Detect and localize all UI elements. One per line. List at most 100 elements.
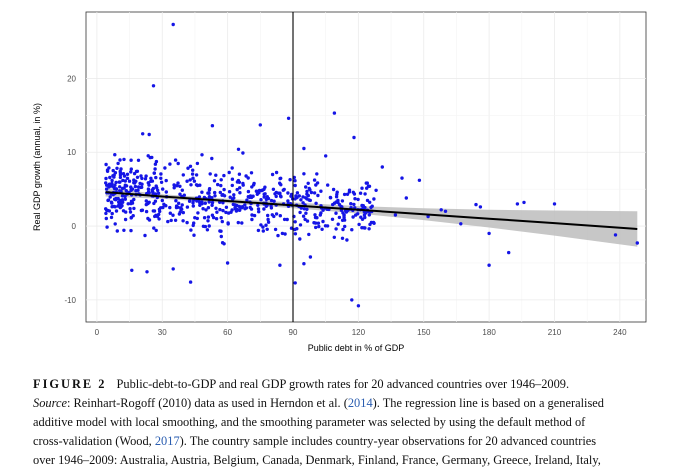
data-point (118, 185, 122, 189)
data-point (241, 183, 245, 187)
data-point (302, 207, 306, 211)
data-point (185, 205, 190, 209)
data-point (120, 204, 124, 208)
data-point (104, 216, 109, 221)
data-point (141, 132, 145, 136)
data-point (118, 169, 122, 174)
citation-link-wood[interactable]: 2017 (154, 434, 180, 448)
data-point (109, 184, 114, 188)
data-point (129, 216, 133, 220)
data-point (132, 178, 136, 182)
data-point (144, 199, 148, 203)
data-point (123, 217, 128, 222)
citation-link-herndon[interactable]: 2014 (347, 396, 373, 410)
data-point (123, 194, 127, 199)
data-point (219, 183, 223, 188)
data-point (243, 203, 247, 207)
data-point (341, 227, 345, 232)
x-tick-label: 60 (223, 328, 232, 337)
data-point (358, 191, 363, 195)
data-point (340, 236, 345, 240)
data-point (256, 228, 261, 233)
data-point (204, 208, 208, 212)
data-point (110, 201, 114, 205)
data-point (400, 176, 404, 180)
data-point (360, 186, 364, 190)
data-point (230, 166, 234, 170)
data-point (230, 177, 235, 181)
data-point (129, 188, 133, 192)
data-point (122, 228, 126, 232)
data-point (107, 166, 111, 170)
data-point (214, 206, 218, 210)
data-point (507, 250, 511, 255)
data-point (219, 216, 223, 220)
data-point (121, 178, 125, 183)
data-point (179, 206, 183, 210)
data-point (266, 213, 270, 218)
data-point (169, 218, 173, 223)
data-point (262, 207, 266, 211)
data-point (352, 135, 356, 140)
data-point (130, 268, 134, 272)
data-point (156, 188, 160, 193)
data-point (301, 201, 305, 205)
data-point (297, 194, 301, 198)
data-point (264, 223, 268, 227)
data-point (426, 214, 430, 219)
data-point (211, 215, 216, 220)
data-point (108, 175, 112, 180)
data-point (164, 190, 168, 194)
data-point (111, 168, 115, 173)
data-point (195, 183, 200, 188)
data-point (151, 191, 155, 195)
data-point (196, 211, 200, 215)
data-point (324, 154, 328, 158)
data-point (226, 221, 230, 225)
data-point (238, 191, 242, 195)
data-point (205, 228, 210, 232)
data-point (298, 223, 303, 227)
data-point (190, 172, 195, 176)
data-point (154, 192, 158, 196)
data-point (238, 208, 242, 212)
data-point (279, 183, 283, 187)
data-point (259, 223, 263, 227)
data-point (233, 203, 237, 207)
data-point (210, 200, 215, 205)
data-point (158, 209, 162, 214)
data-point (187, 199, 192, 203)
data-point (340, 199, 345, 203)
caption-line-2: Source: Reinhart-Rogoff (2010) data as u… (33, 394, 673, 413)
data-point (613, 233, 618, 237)
data-point (188, 178, 192, 182)
data-point (331, 202, 335, 207)
data-point (266, 220, 271, 224)
data-point (155, 214, 160, 219)
data-point (256, 203, 260, 207)
data-point (256, 207, 261, 211)
data-point (301, 195, 305, 199)
data-point (252, 213, 257, 218)
data-point (305, 192, 309, 196)
tick-labels: 0 30 60 90 120 150 180 210 240 -10 0 10 20 (64, 74, 627, 337)
data-point (344, 210, 349, 214)
data-point (474, 202, 478, 207)
data-point (246, 189, 251, 194)
data-point (132, 181, 136, 185)
data-point (238, 186, 242, 190)
data-point (150, 188, 154, 192)
data-point (345, 238, 349, 242)
data-point (306, 181, 310, 185)
data-point (129, 170, 133, 174)
data-point (227, 190, 232, 194)
data-point (118, 158, 122, 162)
data-point (278, 176, 282, 181)
data-point (124, 189, 128, 193)
data-point (321, 219, 325, 224)
data-point (439, 208, 443, 212)
data-point (201, 207, 205, 211)
data-point (305, 219, 310, 223)
data-point (140, 208, 145, 212)
caption-text-4a: cross-validation (Wood, (33, 434, 155, 448)
